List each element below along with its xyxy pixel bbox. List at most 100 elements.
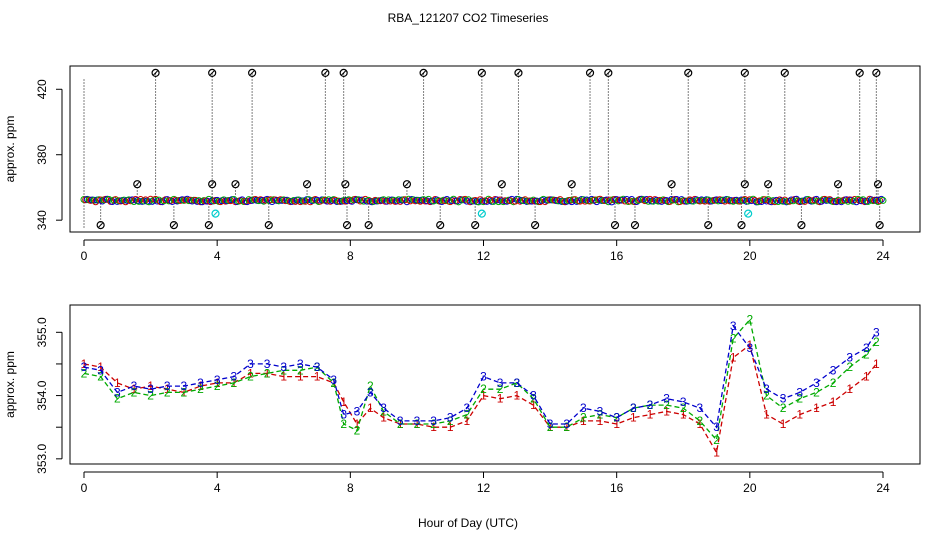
bottom-series-3-point: 3 [230, 370, 237, 384]
top-baseline-marker [155, 196, 163, 204]
bottom-series-1-point: 1 [513, 389, 520, 403]
top-baseline-marker [275, 197, 283, 205]
top-x-tick-label: 8 [347, 249, 354, 263]
bottom-series-1-point: 1 [354, 417, 361, 431]
top-baseline-marker [496, 196, 504, 204]
top-baseline-marker [395, 196, 403, 204]
top-baseline-marker [130, 198, 138, 206]
bottom-series-1-point: 1 [447, 420, 454, 434]
top-baseline-marker [581, 197, 589, 205]
bottom-series-2-point: 2 [796, 392, 803, 406]
top-baseline-marker [571, 196, 579, 204]
top-baseline-marker [108, 198, 116, 206]
top-spike-point [737, 220, 746, 230]
top-y-tick-label: 420 [35, 79, 49, 99]
bottom-series-2-point: 2 [131, 385, 138, 399]
top-baseline-marker [772, 196, 780, 204]
bottom-series-1-point: 1 [630, 411, 637, 425]
top-baseline-marker [613, 196, 621, 204]
top-point-slash [323, 70, 328, 76]
bottom-series-1-point: 1 [547, 420, 554, 434]
top-baseline-marker [528, 197, 536, 205]
bottom-y-tick-label: 354.0 [35, 380, 49, 410]
bottom-series-3-point: 3 [354, 404, 361, 418]
top-spike-point [264, 220, 273, 230]
top-baseline-marker [331, 196, 339, 204]
top-baseline-marker [514, 196, 522, 204]
top-baseline-marker [854, 195, 862, 203]
top-baseline-marker [621, 197, 629, 205]
top-point-slash [249, 70, 255, 76]
bottom-series-3-point: 3 [214, 373, 221, 387]
bottom-series-3-point: 3 [280, 360, 287, 374]
top-spike-point [740, 68, 749, 78]
top-point-slash [532, 222, 538, 228]
top-baseline-marker [358, 196, 366, 204]
bottom-series-3-point: 3 [430, 414, 437, 428]
top-baseline-marker [313, 196, 321, 204]
bottom-series-2-point: 2 [613, 411, 620, 425]
top-point-slash [612, 222, 618, 228]
top-point-slash [587, 70, 593, 76]
bottom-series-2-point: 2 [497, 382, 504, 396]
bottom-series-3-point: 3 [414, 414, 421, 428]
bottom-series-3-point: 3 [114, 385, 121, 399]
top-baseline-marker [160, 197, 168, 205]
top-baseline-marker [656, 196, 664, 204]
bottom-series-2-point: 2 [547, 420, 554, 434]
top-baseline-marker [386, 197, 394, 205]
bottom-series-1-point: 1 [214, 376, 221, 390]
top-point-slash [873, 70, 879, 76]
top-baseline-marker [97, 196, 105, 204]
top-spike-point [208, 68, 217, 78]
bottom-series-3-point: 3 [197, 376, 204, 390]
bottom-series-2-point: 2 [563, 420, 570, 434]
bottom-series-3-line [83, 324, 877, 429]
top-baseline-marker [789, 197, 797, 205]
top-baseline-marker [857, 197, 865, 205]
top-baseline-marker [724, 196, 732, 204]
top-point-slash [404, 181, 410, 187]
bottom-series-1-point: 1 [164, 382, 171, 396]
bottom-series-1-point: 1 [430, 420, 437, 434]
bottom-series-2-point: 2 [464, 408, 471, 422]
bottom-series-3-point: 3 [813, 376, 820, 390]
top-spike-point [321, 68, 330, 78]
top-baseline-marker [494, 198, 502, 206]
top-spike-point [302, 180, 312, 189]
top-baseline-marker [325, 196, 333, 204]
bottom-series-3-point: 3 [513, 376, 520, 390]
top-baseline-marker [499, 198, 507, 206]
bottom-series-3-point: 3 [164, 379, 171, 393]
bottom-series-3-point: 3 [530, 389, 537, 403]
top-point-slash [516, 70, 521, 76]
bottom-x-tick-label: 0 [81, 481, 88, 495]
top-baseline-marker [704, 196, 712, 204]
top-spike-point [833, 180, 843, 189]
top-spike-point [471, 220, 480, 230]
top-spike-point [531, 220, 540, 230]
bottom-series-3-point: 3 [713, 420, 720, 434]
bottom-series-3-point: 3 [680, 395, 687, 409]
top-cyan-point [477, 209, 486, 218]
top-baseline-marker [801, 197, 809, 205]
bottom-x-tick-label: 24 [876, 481, 890, 495]
top-point-slash [742, 70, 748, 76]
top-baseline-marker [713, 196, 721, 204]
bottom-series-1-point: 1 [597, 414, 604, 428]
top-baseline-marker [649, 197, 657, 205]
top-spike-point [797, 220, 806, 230]
top-baseline-marker [876, 197, 884, 205]
bottom-series-2-point: 2 [264, 366, 271, 380]
bottom-series-1-point: 1 [873, 357, 880, 371]
top-spike-point [873, 180, 883, 189]
top-baseline-marker [832, 198, 840, 206]
top-baseline-marker [821, 195, 829, 203]
top-baseline-marker [396, 197, 404, 205]
bottom-series-3-point: 3 [796, 385, 803, 399]
top-spike-point [133, 180, 142, 189]
top-baseline-marker [676, 197, 684, 205]
bottom-series-3-point: 3 [763, 382, 770, 396]
top-baseline-marker [511, 197, 519, 205]
bottom-series-1-point: 1 [663, 404, 670, 418]
